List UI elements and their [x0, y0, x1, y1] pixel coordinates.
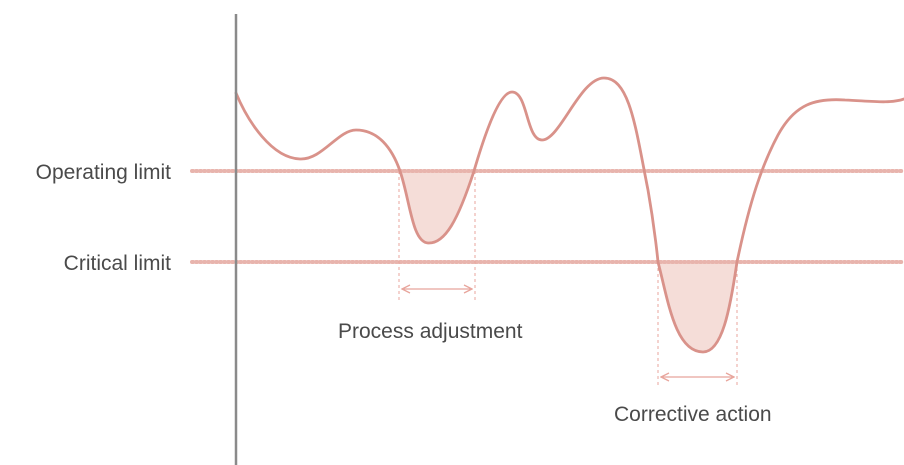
- process-adjustment-label: Process adjustment: [338, 320, 523, 343]
- adjustment-region: [400, 171, 474, 244]
- operating-limit-label: Operating limit: [36, 161, 172, 184]
- corrective-action-label: Corrective action: [614, 403, 772, 426]
- critical-limit-label: Critical limit: [64, 252, 171, 275]
- process-curve: [234, 76, 904, 354]
